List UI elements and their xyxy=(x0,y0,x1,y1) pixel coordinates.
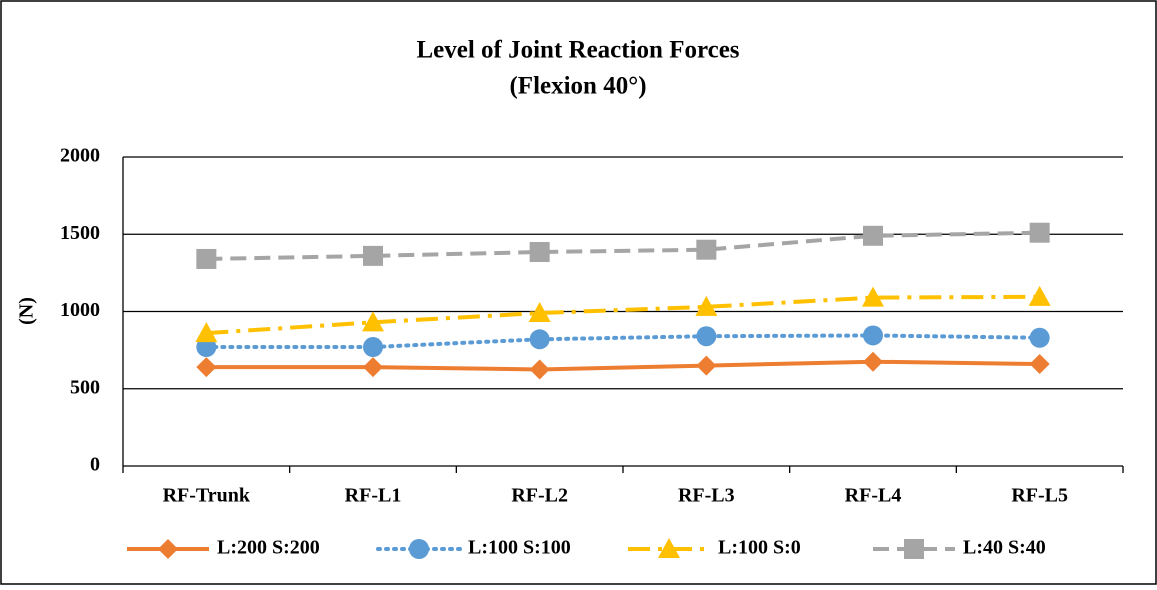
marker xyxy=(196,357,217,378)
y-tick-label: 1000 xyxy=(60,299,100,321)
marker xyxy=(696,355,717,376)
y-tick-label: 2000 xyxy=(60,145,100,167)
marker xyxy=(195,322,218,343)
legend-marker xyxy=(904,539,924,559)
y-axis-label: (N) xyxy=(16,297,38,325)
series-line xyxy=(204,333,1042,350)
marker xyxy=(363,357,383,378)
legend-marker xyxy=(158,539,178,559)
marker xyxy=(863,351,883,372)
x-tick-label: RF-L4 xyxy=(845,485,902,507)
y-tick-label: 1500 xyxy=(60,222,100,244)
marker xyxy=(1028,285,1051,306)
marker xyxy=(863,225,883,246)
series-line xyxy=(206,230,1040,261)
x-tick-label: RF-L2 xyxy=(511,485,568,507)
legend-label: L:100 S:100 xyxy=(468,537,571,559)
marker xyxy=(1029,327,1050,348)
marker xyxy=(695,295,718,316)
marker xyxy=(529,242,550,263)
series-line xyxy=(206,359,1040,372)
x-tick-label: RF-Trunk xyxy=(163,485,251,507)
marker xyxy=(1029,222,1050,243)
marker xyxy=(696,239,717,260)
x-tick-label: RF-L1 xyxy=(345,485,402,507)
marker xyxy=(363,245,383,266)
y-tick-label: 500 xyxy=(70,376,100,398)
marker xyxy=(528,302,551,323)
chart-subtitle: (Flexion 40°) xyxy=(509,73,646,100)
x-tick-label: RF-L3 xyxy=(678,485,735,507)
marker xyxy=(863,325,883,346)
marker xyxy=(196,248,217,269)
marker xyxy=(862,286,884,307)
marker xyxy=(529,329,550,350)
legend-marker xyxy=(658,538,680,558)
marker xyxy=(363,337,383,358)
legend-label: L:100 S:0 xyxy=(718,537,801,559)
x-tick-label: RF-L5 xyxy=(1011,485,1068,507)
legend-marker xyxy=(409,539,429,559)
y-tick-label: 0 xyxy=(90,454,100,476)
series-line xyxy=(206,294,1040,336)
legend-label: L:40 S:40 xyxy=(963,537,1046,559)
marker xyxy=(529,359,550,380)
marker xyxy=(1029,354,1050,375)
legend-label: L:200 S:200 xyxy=(217,537,320,559)
marker xyxy=(362,311,384,332)
marker xyxy=(696,326,717,347)
chart-title: Level of Joint Reaction Forces xyxy=(416,37,739,64)
